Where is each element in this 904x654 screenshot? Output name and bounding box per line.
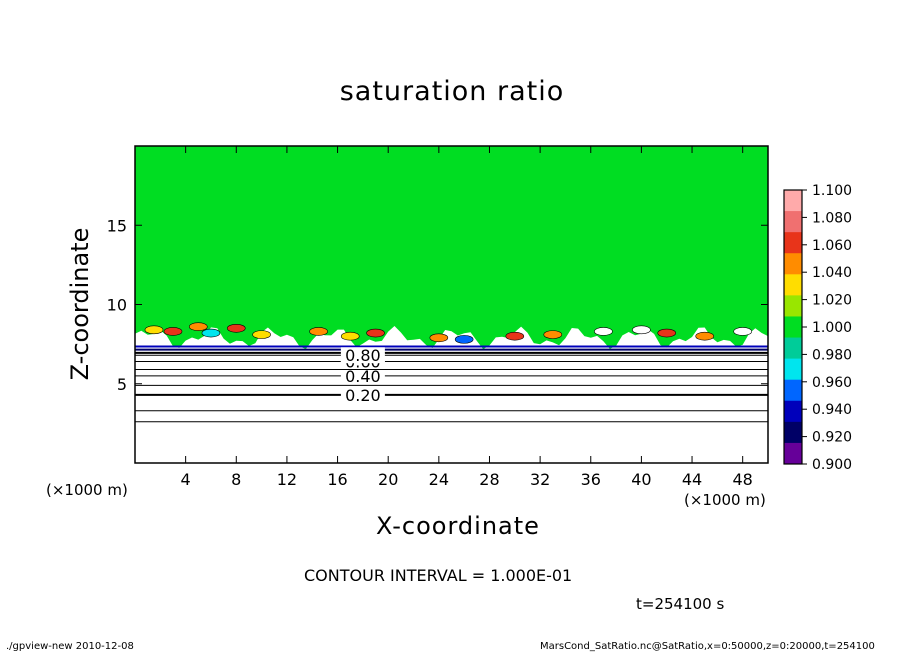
cloud-blob	[543, 330, 563, 339]
colorbar-swatch	[784, 442, 802, 465]
x-tick-label: 40	[631, 470, 651, 489]
x-tick-label: 48	[733, 470, 753, 489]
contour-label: 0.20	[345, 386, 381, 405]
cloud-blob	[189, 322, 208, 331]
cloud-blob	[454, 335, 474, 344]
cloud-blob	[594, 327, 613, 336]
footer-source: MarsCond_SatRatio.nc@SatRatio,x=0:50000,…	[540, 641, 875, 652]
y-tick-label: 10	[107, 296, 127, 315]
colorbar-swatch	[784, 379, 802, 402]
colorbar-swatch	[784, 337, 802, 360]
contour-label: 0.40	[345, 367, 381, 386]
cloud-blob	[632, 325, 651, 335]
contour-label: 0.80	[345, 346, 381, 365]
colorbar-swatch	[784, 316, 802, 339]
cloud-blob	[695, 331, 715, 341]
colorbar: 1.100 1.080 1.060 1.040 1.020 1.000 0.980 0.960…	[783, 183, 852, 473]
colorbar-label: 0.960	[812, 375, 852, 391]
colorbar-label: 0.900	[812, 457, 852, 473]
colorbar-label: 0.920	[812, 430, 852, 446]
x-tick-label: 20	[378, 470, 398, 489]
x-tick-label: 16	[327, 470, 347, 489]
x-tick-label: 28	[479, 470, 499, 489]
chart-title: saturation ratio	[339, 76, 565, 107]
cloud-blob	[252, 330, 271, 339]
colorbar-swatch	[784, 400, 802, 423]
y-tick-label: 15	[107, 216, 127, 235]
cloud-blob	[201, 328, 221, 338]
cloud-blob	[163, 327, 183, 336]
x-tick-label: 4	[181, 470, 191, 489]
footer-program: ./gpview-new 2010-12-08	[6, 641, 134, 652]
x-axis: 4 8 12 16 20 24 28 32 36 40 44 48	[181, 146, 753, 489]
colorbar-swatch	[784, 274, 802, 296]
contour-label-bg	[340, 386, 385, 403]
contour-label-bg	[340, 367, 385, 384]
x-tick-label: 44	[682, 470, 702, 489]
x-tick-label: 12	[277, 470, 297, 489]
colorbar-label: 1.000	[812, 320, 852, 336]
y-axis-label: Z-coordinate	[66, 227, 94, 381]
colorbar-swatch	[784, 295, 802, 317]
contour-label-bg	[340, 347, 385, 364]
colorbar-label: 0.940	[812, 402, 852, 418]
cloud-blob	[144, 325, 164, 335]
colorbar-label: 1.040	[812, 265, 852, 281]
colorbar-swatch	[784, 232, 802, 254]
colorbar-swatch	[784, 358, 802, 381]
colorbar-label: 1.020	[812, 293, 852, 309]
time-stamp: t=254100 s	[636, 595, 725, 613]
x-tick-label: 32	[530, 470, 550, 489]
colorbar-swatch	[784, 421, 802, 444]
cloud-blob	[309, 327, 328, 336]
x-tick-label: 36	[581, 470, 601, 489]
x-axis-label: X-coordinate	[376, 512, 540, 540]
colorbar-label: 1.060	[812, 238, 852, 254]
x-unit-left: (×1000 m)	[46, 481, 128, 499]
x-tick-label: 24	[429, 470, 449, 489]
x-unit-right: (×1000 m)	[684, 491, 766, 509]
contour-interval-note: CONTOUR INTERVAL = 1.000E-01	[304, 566, 573, 585]
y-tick-label: 5	[117, 375, 127, 394]
cloud-blob	[657, 328, 677, 338]
cloud-blob	[226, 323, 246, 333]
cloud-blob	[429, 333, 449, 343]
colorbar-swatch	[784, 190, 802, 212]
plot-area: 0.200.400.600.80	[134, 145, 769, 464]
colorbar-label: 1.100	[812, 183, 852, 199]
cloud-blob	[366, 328, 385, 338]
cloud-blob	[505, 331, 525, 341]
x-tick-label: 8	[231, 470, 241, 489]
colorbar-label: 1.080	[812, 210, 852, 226]
cloud-blob	[340, 331, 360, 341]
saturated-region	[135, 146, 768, 350]
colorbar-swatch	[784, 253, 802, 275]
cloud-blob	[733, 327, 752, 336]
colorbar-swatch	[784, 211, 802, 233]
colorbar-label: 0.980	[812, 347, 852, 363]
y-axis: 5 10 15	[107, 216, 768, 394]
